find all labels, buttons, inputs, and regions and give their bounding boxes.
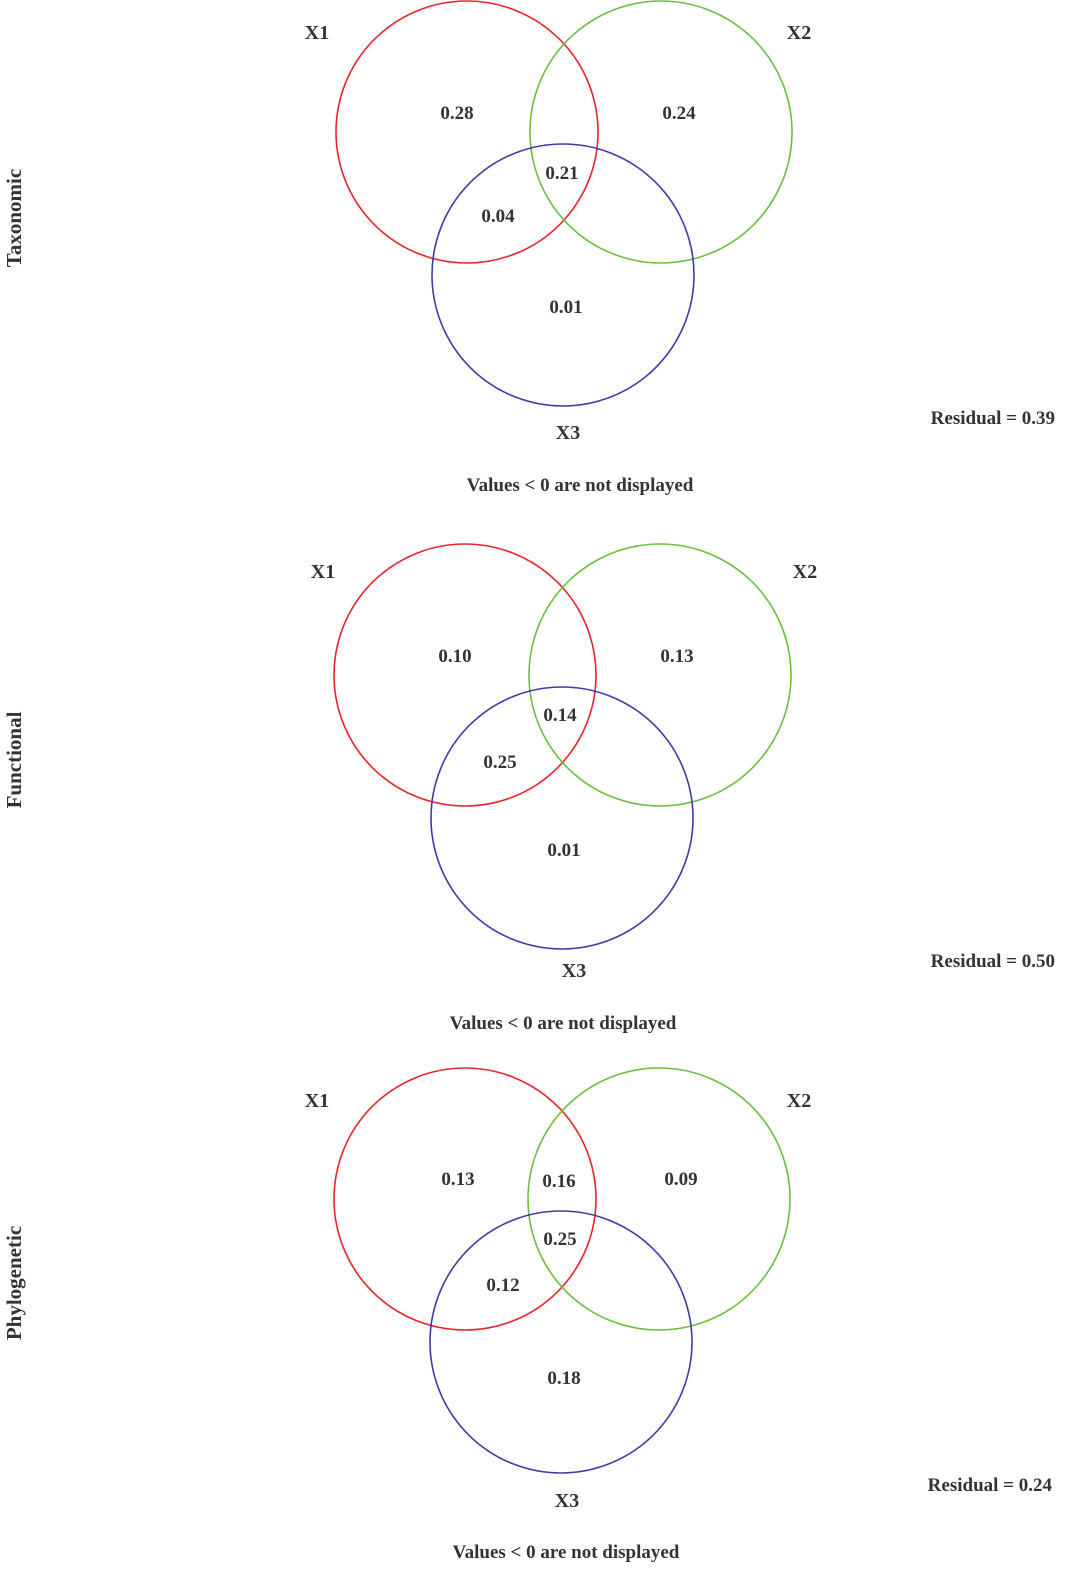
footnote: Values < 0 are not displayed bbox=[467, 475, 694, 496]
footnote: Values < 0 are not displayed bbox=[453, 1542, 680, 1563]
x2-circle bbox=[529, 0, 793, 264]
x1-x2-x3-value: 0.14 bbox=[543, 705, 577, 726]
x1-only-value: 0.13 bbox=[441, 1169, 474, 1190]
x1-circle bbox=[333, 1067, 597, 1331]
x1-circle bbox=[335, 0, 599, 264]
residual-label: Residual = 0.39 bbox=[931, 408, 1055, 429]
x2-only-value: 0.13 bbox=[660, 646, 693, 667]
x1-x2-x3-value: 0.21 bbox=[545, 163, 578, 184]
x1-label: X1 bbox=[305, 22, 329, 44]
x1-only-value: 0.10 bbox=[438, 646, 471, 667]
x1-circle bbox=[333, 543, 597, 807]
x1-x3-value: 0.12 bbox=[486, 1275, 519, 1296]
panel-phylogenetic: Phylogenetic X1 X2 X3 0.13 0.09 0.16 0.2… bbox=[2, 1067, 1053, 1563]
x3-label: X3 bbox=[556, 422, 580, 444]
x1-only-value: 0.28 bbox=[440, 103, 473, 124]
panel-taxonomic: Taxonomic X1 X2 X3 0.28 0.24 0.21 0.04 0… bbox=[2, 0, 1055, 496]
x2-circle bbox=[528, 543, 792, 807]
x1-x3-value: 0.04 bbox=[481, 206, 515, 227]
x3-circle bbox=[430, 686, 694, 950]
x3-circle bbox=[429, 1210, 693, 1474]
residual-label: Residual = 0.24 bbox=[928, 1475, 1053, 1496]
x2-label: X2 bbox=[787, 22, 811, 44]
row-label: Phylogenetic bbox=[2, 1226, 26, 1340]
x1-x3-value: 0.25 bbox=[483, 752, 516, 773]
x3-only-value: 0.01 bbox=[549, 297, 582, 318]
residual-label: Residual = 0.50 bbox=[931, 951, 1055, 972]
x1-label: X1 bbox=[311, 561, 335, 583]
x1-x2-x3-value: 0.25 bbox=[543, 1229, 576, 1250]
x2-label: X2 bbox=[793, 561, 817, 583]
x2-only-value: 0.09 bbox=[664, 1169, 697, 1190]
row-label: Functional bbox=[2, 711, 26, 808]
x3-label: X3 bbox=[562, 960, 586, 982]
x2-circle bbox=[527, 1067, 791, 1331]
x2-label: X2 bbox=[787, 1090, 811, 1112]
x1-x2-value: 0.16 bbox=[542, 1171, 575, 1192]
x3-label: X3 bbox=[555, 1490, 579, 1512]
row-label: Taxonomic bbox=[2, 169, 26, 267]
panel-functional: Functional X1 X2 X3 0.10 0.13 0.14 0.25 … bbox=[2, 543, 1055, 1034]
x3-circle bbox=[431, 143, 695, 407]
x1-label: X1 bbox=[305, 1090, 329, 1112]
footnote: Values < 0 are not displayed bbox=[450, 1013, 677, 1034]
x3-only-value: 0.01 bbox=[547, 840, 580, 861]
x2-only-value: 0.24 bbox=[662, 103, 696, 124]
x3-only-value: 0.18 bbox=[547, 1368, 580, 1389]
